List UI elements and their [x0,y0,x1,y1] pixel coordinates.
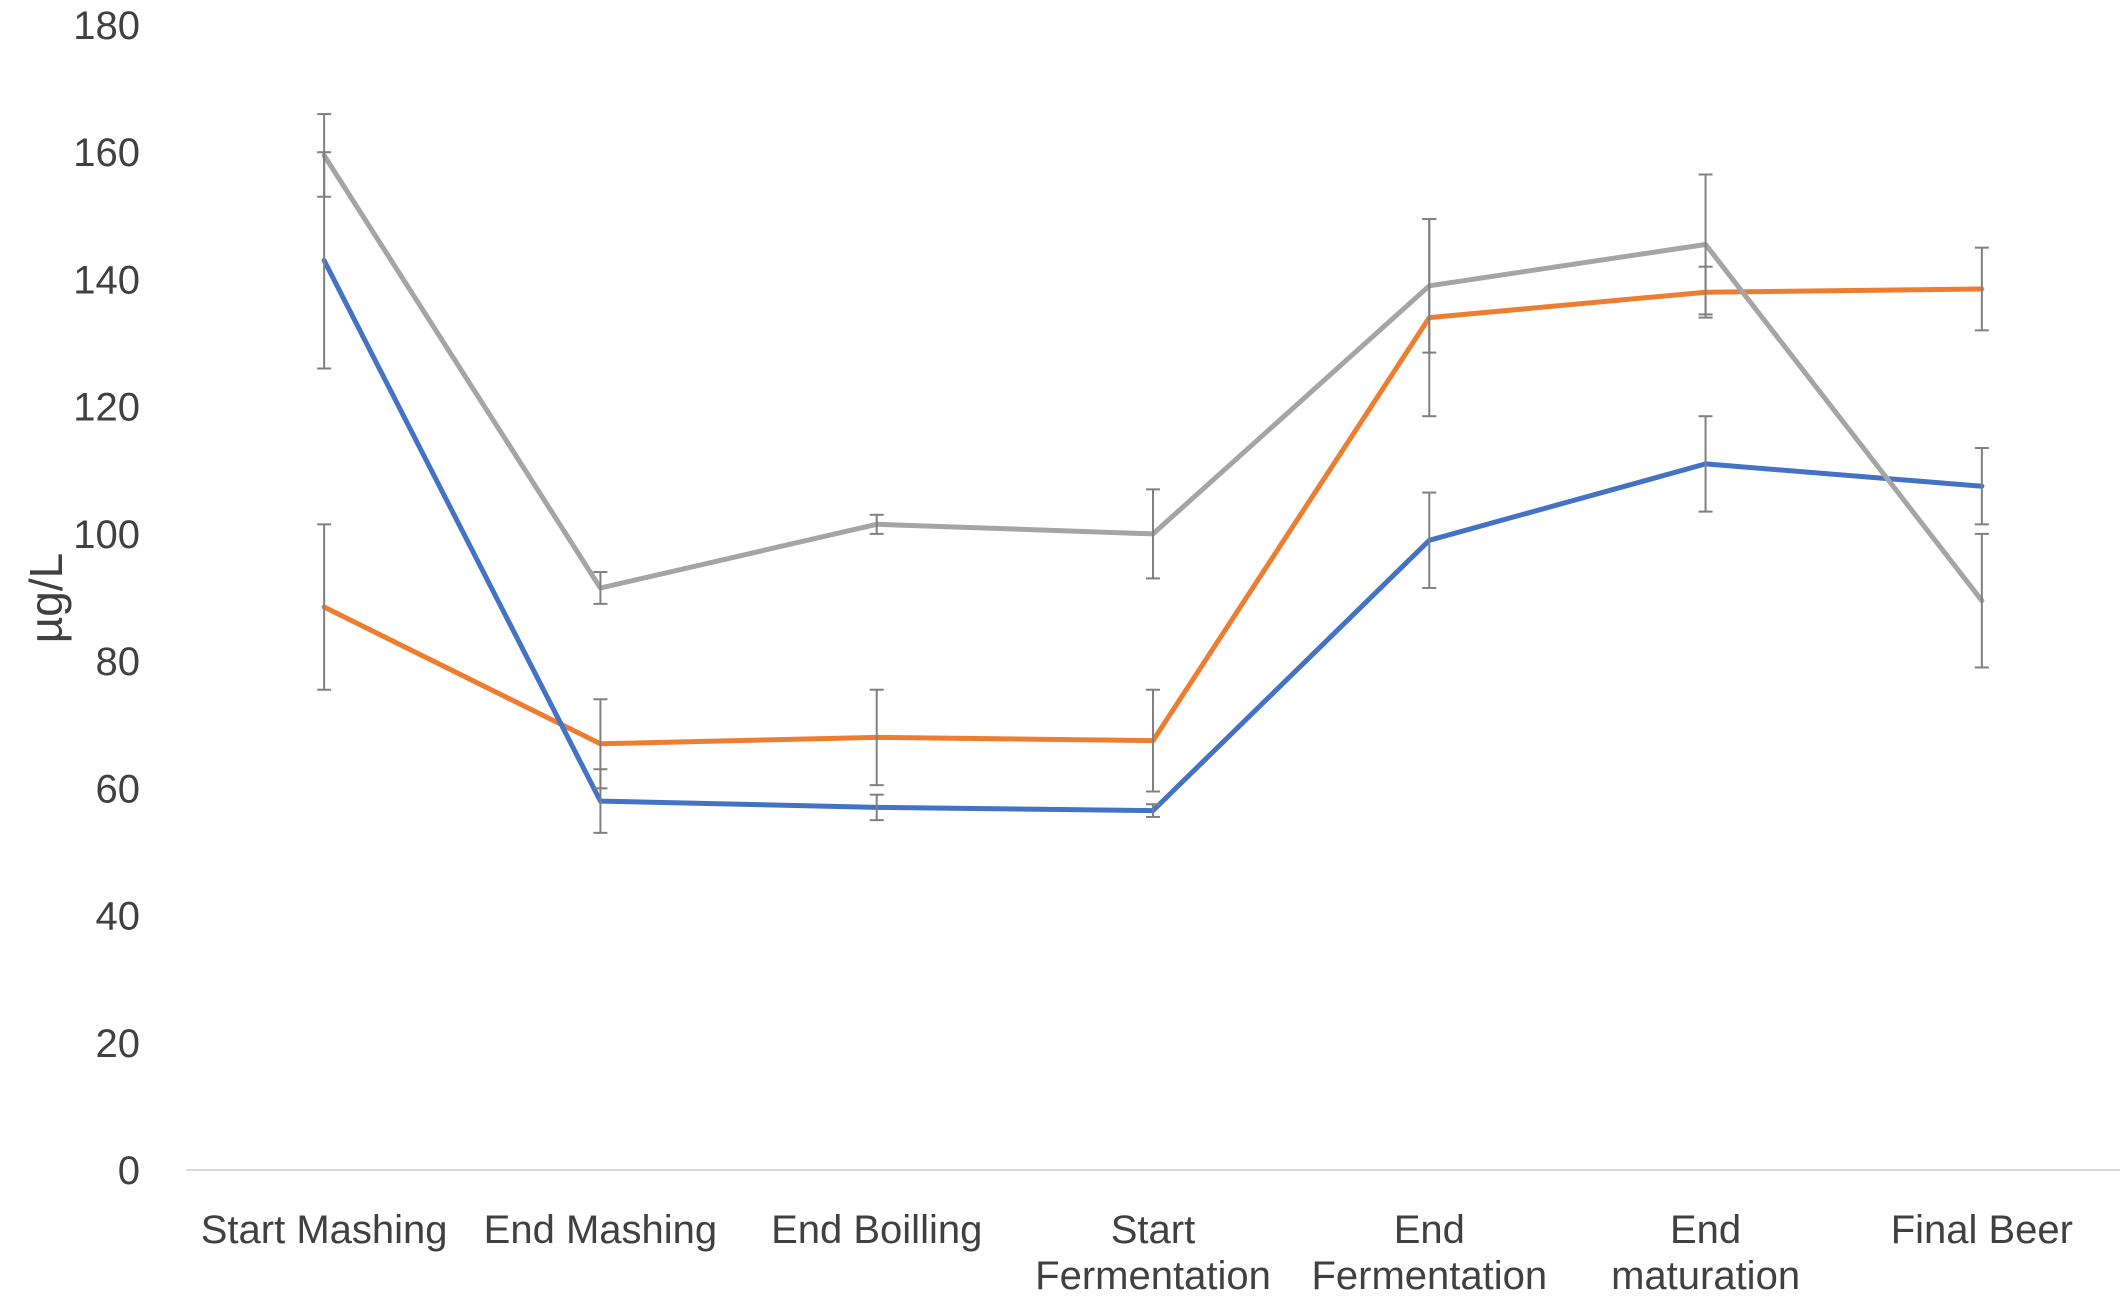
x-tick-label-line: End [1670,1208,1741,1252]
y-axis-title-group: µg/L [20,553,72,643]
error-bar-series-2 [869,793,884,822]
error-bar-series-2 [1974,447,1989,526]
y-tick-label: 0 [118,1149,140,1193]
error-bar-series-3 [593,571,608,605]
error-bar-series-2 [1146,803,1160,818]
y-tick-label: 80 [96,640,141,684]
x-tick-label-line: Start Mashing [201,1208,448,1252]
error-bar-series-3 [317,113,332,198]
error-bar-series-3 [869,513,884,535]
y-tick-label: 140 [73,258,140,302]
error-bar-series-1 [1974,246,1989,332]
error-bar-series-3 [1974,532,1989,669]
error-bar-series-1 [1146,688,1160,793]
x-tick-label: Final Beer [1891,1208,2073,1252]
y-tick-label: 180 [73,4,140,48]
error-bar-series-2 [1422,491,1437,589]
error-bar-series-1 [869,688,884,787]
y-tick-label: 120 [73,386,140,430]
x-axis-ticks: Start Mashing End Mashing End Boilling Star… [201,1208,2073,1298]
x-tick-label-line: Fermentation [1035,1254,1271,1298]
y-tick-label: 60 [96,767,141,811]
error-bar-series-3 [1422,218,1437,354]
x-tick-label-line: End Boilling [771,1208,982,1252]
x-tick-label: Start Mashing [201,1208,448,1252]
y-tick-label: 40 [96,895,141,939]
y-axis-title: µg/L [20,553,72,643]
error-bar-series-3 [1698,173,1713,316]
error-bar-series-2 [1698,415,1713,513]
x-tick-label-line: Start [1111,1208,1195,1252]
x-tick-label: End maturation [1611,1208,1800,1298]
error-bars [317,113,1989,834]
y-tick-label: 100 [73,513,140,557]
x-tick-label-line: End [1394,1208,1465,1252]
x-tick-label-line: maturation [1611,1254,1800,1298]
y-tick-label: 20 [96,1022,141,1066]
x-tick-label: Start Fermentation [1035,1208,1271,1298]
y-tick-label: 160 [73,131,140,175]
x-tick-label: End Fermentation [1311,1208,1547,1298]
x-tick-label-line: Fermentation [1311,1254,1547,1298]
x-tick-label: End Mashing [484,1208,717,1252]
y-axis-ticks: 0 20 40 60 80 100 120 140 160 180 [73,4,140,1193]
error-bar-series-2 [593,768,608,834]
error-bar-series-3 [1146,488,1160,580]
x-tick-label-line: Final Beer [1891,1208,2073,1252]
error-bar-series-1 [317,523,332,691]
x-tick-label-line: End Mashing [484,1208,717,1252]
x-tick-label: End Boilling [771,1208,982,1252]
